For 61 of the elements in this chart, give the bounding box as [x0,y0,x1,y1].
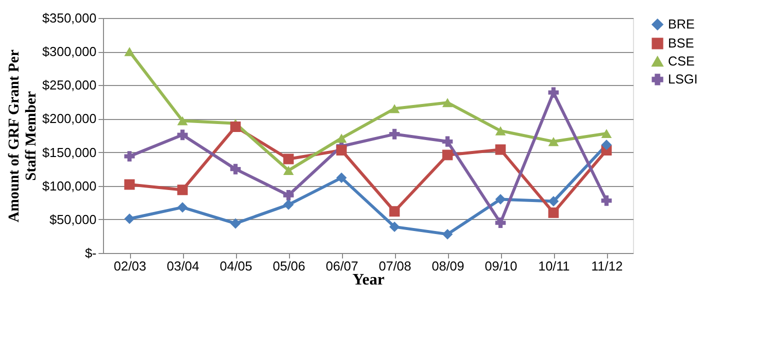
x-tick-label: 04/05 [220,258,252,274]
y-axis-title: Amount of GRF Grant Per Staff Member [6,49,40,222]
y-tick-label: $100,000 [42,178,96,194]
legend-label: LSGI [668,72,698,86]
point [230,164,241,174]
y-tick-label: $250,000 [42,78,96,93]
point [442,150,453,160]
point [336,145,347,156]
point [389,128,400,140]
point [124,179,135,190]
point [389,206,400,217]
x-tick-label: 08/09 [432,258,464,274]
point [601,195,612,206]
point [177,130,188,140]
point [442,136,453,147]
point [283,190,294,200]
point [177,184,188,196]
point [283,166,294,175]
point [283,154,294,164]
x-axis-title: Year [352,272,384,288]
y-tick-label: $300,000 [42,44,96,60]
point [495,218,506,228]
point [601,140,612,150]
x-tick-label: 09/10 [484,258,518,274]
point [601,128,612,138]
y-tick-label: $350,000 [42,10,96,26]
y-tick-label: $200,000 [42,111,96,126]
point [442,98,453,108]
point [495,194,506,205]
x-tick-label: 07/08 [378,258,412,274]
point [389,104,400,114]
point [230,122,241,132]
x-tick-label: 11/12 [591,258,623,274]
point [124,151,135,162]
point [177,116,188,126]
x-tick-label: 05/06 [272,258,306,274]
point [336,134,347,143]
point [548,87,559,98]
point [442,228,453,240]
y-tick-label: $50,000 [50,212,96,227]
point [230,218,241,229]
point [548,137,559,146]
legend-label: CSE [668,54,696,68]
point [548,207,559,218]
legend-label: BSE [668,36,694,50]
point [124,47,135,56]
x-tick-label: 03/04 [166,258,200,274]
point [177,202,188,213]
point [495,126,506,136]
point [283,199,294,210]
point [124,214,135,224]
x-tick-label: 10/11 [538,258,570,274]
legend-label: BRE [668,16,696,32]
x-tick-label: 06/07 [326,258,358,274]
point [336,172,347,184]
x-tick-label: 02/03 [114,258,146,274]
y-tick-label: $150,000 [42,144,96,160]
point [389,222,400,232]
y-tick-label: $- [84,246,96,260]
point [548,196,559,207]
point [495,144,506,155]
